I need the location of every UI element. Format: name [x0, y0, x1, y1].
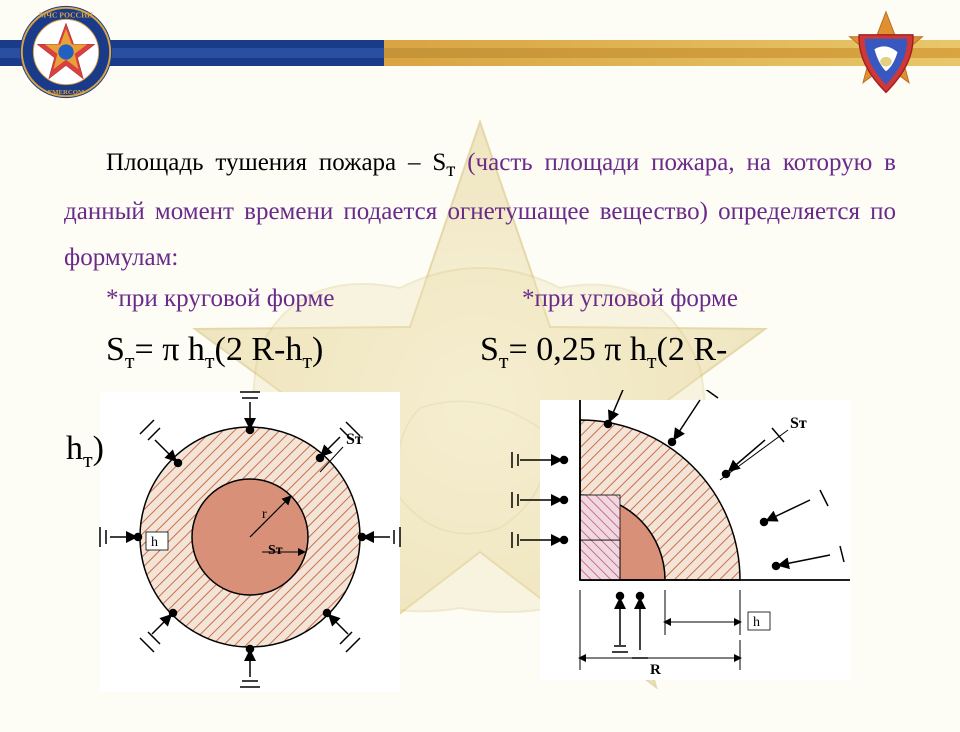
subhead-row: *при круговой форме *при угловой форме [64, 285, 896, 313]
label-R: R [650, 662, 661, 678]
label-r: r [262, 507, 267, 522]
header-ribbon [0, 40, 960, 66]
label-h: h [151, 535, 158, 550]
emblem-mchs-russia: МЧС РОССИИ EMERCOM [18, 4, 114, 100]
intro-prefix: Площадь тушения пожара – S [106, 149, 446, 176]
label-st: Sт [790, 415, 807, 432]
diagram-circular: r Sт h Sт [90, 382, 410, 702]
label-st-inner: Sт [268, 543, 283, 558]
intro-paragraph: Площадь тушения пожара – Sт (часть площа… [64, 140, 896, 281]
intro-sub: т [446, 157, 455, 181]
diagram-angular: Sт h R [490, 390, 890, 710]
subhead-left: *при круговой форме [64, 285, 480, 313]
label-st-outer: Sт [346, 431, 363, 448]
svg-text:EMERCOM: EMERCOM [48, 89, 85, 96]
svg-text:МЧС РОССИИ: МЧС РОССИИ [39, 10, 93, 19]
subhead-right: *при угловой форме [480, 285, 896, 313]
emblem-regional [836, 6, 936, 102]
formula-angular-continuation: hт) [66, 430, 104, 473]
label-h2: h [753, 615, 760, 630]
